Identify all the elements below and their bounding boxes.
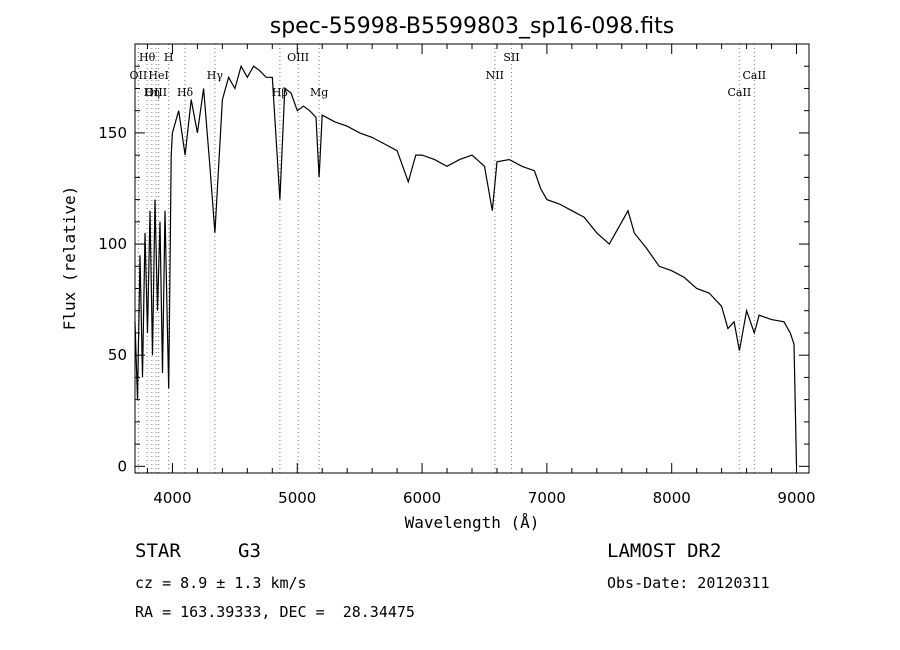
obs-date: Obs-Date: 20120311	[607, 574, 770, 592]
spectrum-line	[134, 64, 798, 467]
x-tick-label: 6000	[403, 489, 441, 507]
marker-label: Hη	[144, 86, 160, 99]
y-axis-label: Flux (relative)	[60, 186, 79, 331]
y-tick-label: 0	[117, 457, 127, 475]
object-class: STAR	[135, 540, 181, 562]
marker-label: OII	[130, 69, 148, 82]
marker-label: Hβ	[272, 86, 288, 99]
marker-label: Hδ	[177, 86, 194, 99]
marker-label: OIII	[287, 51, 309, 64]
y-tick-label: 50	[108, 346, 127, 364]
marker-label: Hγ	[207, 69, 224, 82]
marker-label: SII	[503, 51, 519, 64]
object-subclass: G3	[238, 540, 261, 562]
chart-title: spec-55998-B5599803_sp16-098.fits	[270, 14, 675, 39]
marker-label: Mg	[310, 86, 328, 99]
y-tick-label: 100	[98, 235, 127, 253]
survey-name: LAMOST DR2	[607, 540, 722, 562]
x-tick-label: 8000	[653, 489, 691, 507]
x-tick-label: 7000	[528, 489, 566, 507]
marker-label: CaII	[742, 69, 766, 82]
marker-label: H	[164, 51, 174, 64]
x-tick-label: 9000	[777, 489, 815, 507]
x-tick-label: 4000	[153, 489, 191, 507]
x-tick-label: 5000	[278, 489, 316, 507]
y-tick-label: 150	[98, 124, 127, 142]
marker-label: Hθ	[139, 51, 156, 64]
marker-label: HeI	[148, 69, 168, 82]
x-axis-label: Wavelength (Å)	[405, 513, 540, 532]
marker-label: CaII	[728, 86, 752, 99]
coordinates: RA = 163.39333, DEC = 28.34475	[135, 603, 415, 621]
axis-ticks: 4000 5000 6000 7000 8000 9000 0 50 100 150	[98, 44, 816, 507]
plot-frame	[134, 43, 810, 474]
marker-label: NII	[486, 69, 504, 82]
redshift-cz: cz = 8.9 ± 1.3 km/s	[135, 574, 307, 592]
marker-label: OIII	[145, 86, 167, 99]
